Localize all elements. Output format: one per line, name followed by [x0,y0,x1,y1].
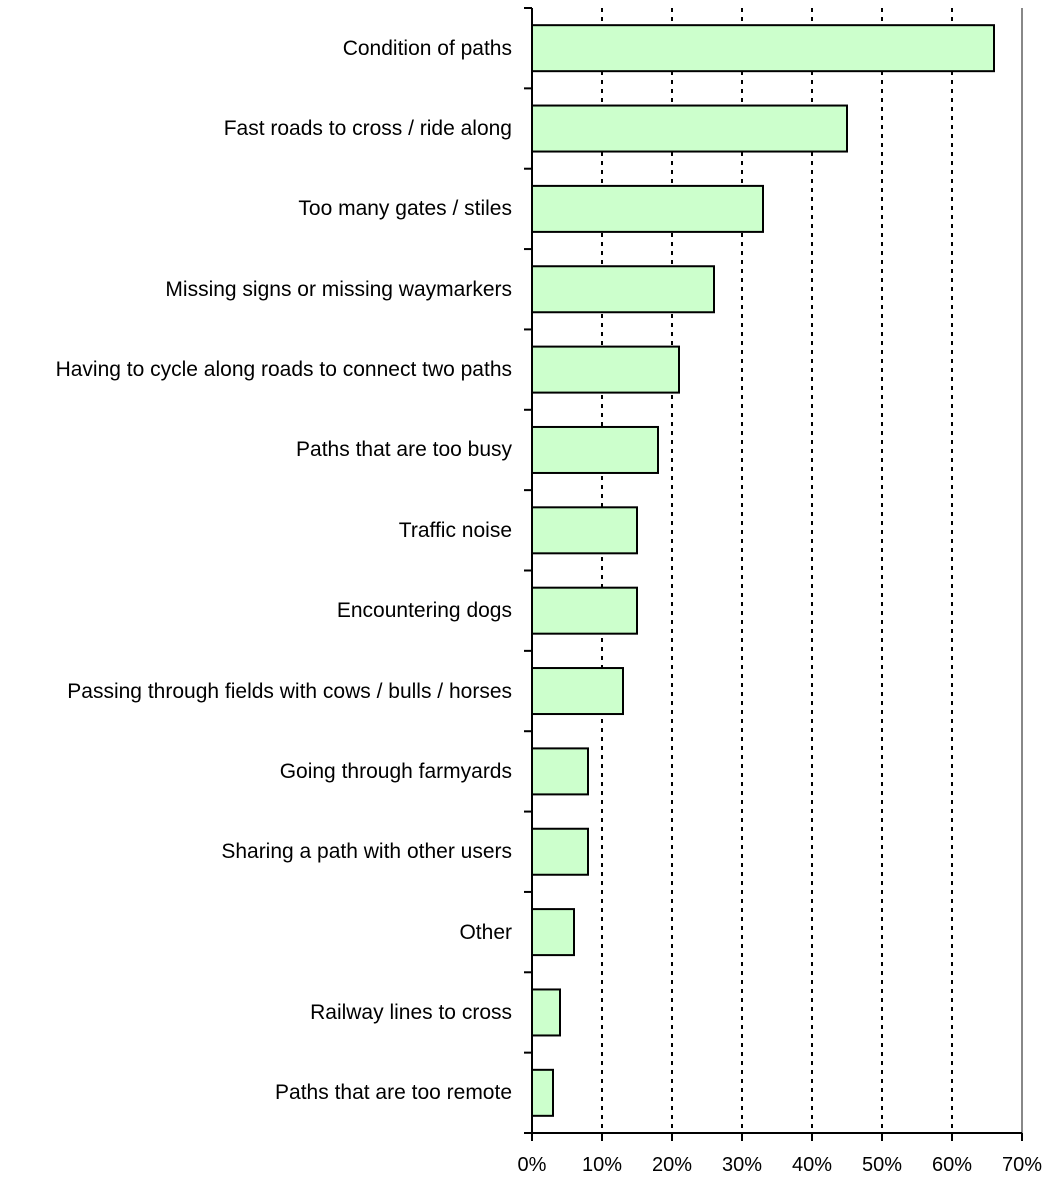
x-tick-label: 10% [582,1154,622,1176]
bar [531,506,638,555]
y-tick-label: Fast roads to cross / ride along [223,117,512,141]
y-tick-label: Paths that are too remote [275,1081,512,1105]
category-label-box: Other [0,892,512,972]
category-label-box: Fast roads to cross / ride along [0,88,512,168]
bar [531,425,659,474]
category-label-box: Condition of paths [0,8,512,88]
y-tick-label: Sharing a path with other users [221,840,512,864]
bar [531,345,680,394]
x-tick-label: 30% [722,1154,762,1176]
x-tick-label: 0% [518,1154,547,1176]
category-label-box: Passing through fields with cows / bulls… [0,651,512,731]
y-tick-label: Traffic noise [398,518,512,542]
y-tick-label: Other [459,920,512,944]
y-tick-label: Too many gates / stiles [298,197,512,221]
category-label-box: Paths that are too remote [0,1053,512,1133]
y-tick-label: Encountering dogs [336,599,512,623]
x-tick-label: 70% [1002,1154,1042,1176]
y-tick-label: Railway lines to cross [310,1000,512,1024]
x-tick-label: 40% [792,1154,832,1176]
category-label-box: Traffic noise [0,490,512,570]
y-tick-label: Missing signs or missing waymarkers [165,277,512,301]
bar [531,265,715,314]
x-tick-label: 50% [862,1154,902,1176]
bar [531,104,848,153]
category-label-box: Missing signs or missing waymarkers [0,249,512,329]
bar [531,1068,554,1117]
category-label-box: Sharing a path with other users [0,812,512,892]
bar [531,988,561,1037]
y-tick-label: Going through farmyards [279,759,512,783]
category-label-box: Encountering dogs [0,571,512,651]
x-tick-label: 20% [652,1154,692,1176]
bar [531,24,995,73]
y-tick-label: Condition of paths [342,36,512,60]
category-label-box: Having to cycle along roads to connect t… [0,329,512,409]
category-label-box: Paths that are too busy [0,410,512,490]
y-tick-label: Passing through fields with cows / bulls… [67,679,512,703]
y-tick-label: Paths that are too busy [296,438,512,462]
y-tick-label: Having to cycle along roads to connect t… [55,358,512,382]
category-label-box: Railway lines to cross [0,972,512,1052]
category-label-box: Too many gates / stiles [0,169,512,249]
bar [531,747,589,796]
category-label-box: Going through farmyards [0,731,512,811]
bar [531,184,764,233]
bar [531,667,624,716]
bar [531,827,589,876]
bar [531,586,638,635]
x-tick-label: 60% [932,1154,972,1176]
bar [531,908,575,957]
